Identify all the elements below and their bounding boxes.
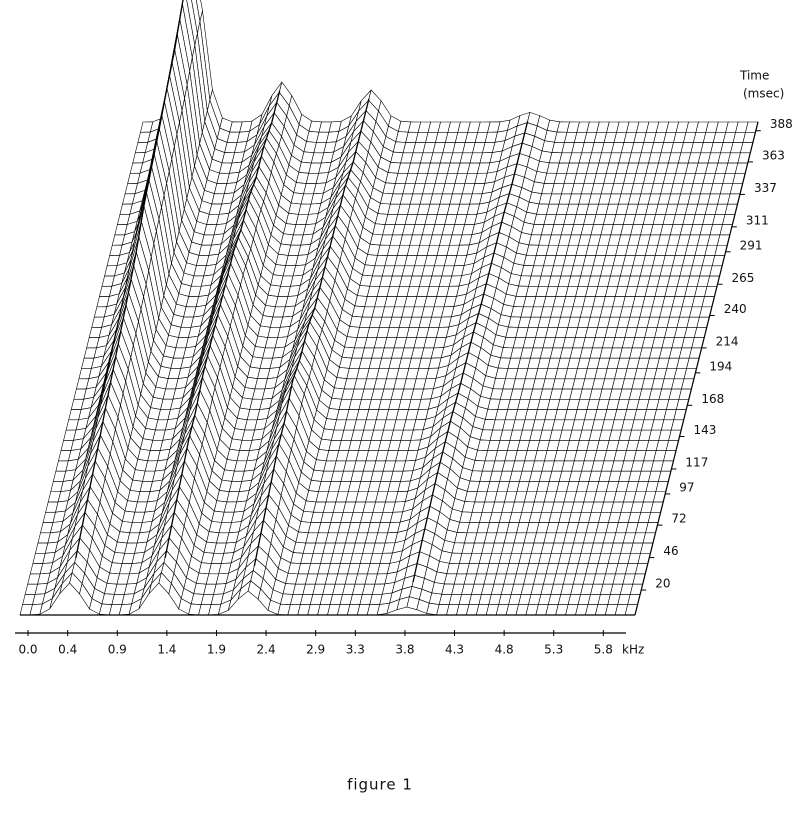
x-tick-label: 4.3 xyxy=(445,643,464,657)
y-tick-label: 72 xyxy=(671,512,686,526)
x-tick-label: 1.9 xyxy=(207,643,226,657)
y-tick-label: 214 xyxy=(716,334,739,348)
y-tick-label: 117 xyxy=(685,455,708,469)
x-tick-label: 3.3 xyxy=(346,643,365,657)
x-tick-label: 0.0 xyxy=(18,643,37,657)
y-tick-label: 143 xyxy=(694,423,717,437)
x-tick-label: 1.4 xyxy=(157,643,176,657)
y-tick-label: 265 xyxy=(732,271,755,285)
y-tick-label: 194 xyxy=(709,359,732,373)
time-label: Time xyxy=(739,69,769,83)
y-tick-label: 168 xyxy=(701,392,724,406)
side-edge xyxy=(634,121,759,616)
y-tick-label: 46 xyxy=(663,544,678,558)
y-tick-label: 388 xyxy=(770,117,793,131)
ridge-crest xyxy=(412,120,529,583)
y-tick-label: 337 xyxy=(754,181,777,195)
x-tick-label: 5.3 xyxy=(544,643,563,657)
y-tick-label: 363 xyxy=(762,148,785,162)
ridge-crest xyxy=(253,98,370,567)
x-tick-label: 5.8 xyxy=(594,643,613,657)
y-tick-label: 311 xyxy=(746,213,769,227)
x-tick-label: 2.4 xyxy=(257,643,276,657)
ridge-crest xyxy=(164,90,281,559)
x-tick-label: 3.8 xyxy=(395,643,414,657)
y-tick-label: 240 xyxy=(724,302,747,316)
x-tick-label: 2.9 xyxy=(306,643,325,657)
x-tick-label: 0.9 xyxy=(108,643,127,657)
x-tick-label: 4.8 xyxy=(495,643,514,657)
surface xyxy=(19,0,759,616)
time-unit-label: (msec) xyxy=(743,87,784,101)
y-tick-label: 97 xyxy=(679,480,694,494)
y-tick-label: 20 xyxy=(655,577,670,591)
ridge-crest xyxy=(75,0,184,559)
x-axis-label: kHz xyxy=(622,643,644,657)
y-tick-label: 291 xyxy=(740,238,763,252)
x-tick-label: 0.4 xyxy=(58,643,77,657)
caption: figure 1 xyxy=(347,776,413,794)
